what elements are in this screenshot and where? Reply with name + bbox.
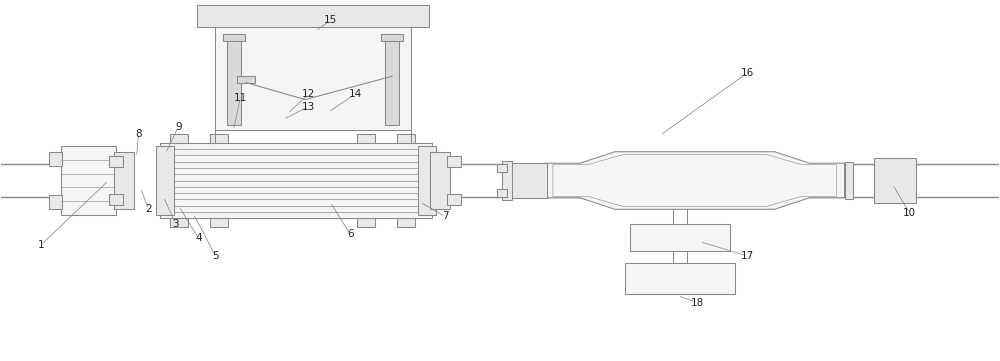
Bar <box>170 218 188 227</box>
Text: 18: 18 <box>691 298 704 308</box>
Bar <box>397 218 415 227</box>
Bar <box>114 152 134 209</box>
Text: 1: 1 <box>37 240 44 250</box>
Text: 13: 13 <box>302 102 315 112</box>
Bar <box>223 34 245 40</box>
Bar <box>497 164 507 172</box>
Bar <box>418 146 436 215</box>
Text: 3: 3 <box>172 219 179 229</box>
Text: 7: 7 <box>442 212 448 221</box>
Text: 2: 2 <box>145 204 152 214</box>
Bar <box>397 134 415 143</box>
Bar <box>430 152 450 209</box>
Text: 9: 9 <box>175 122 182 131</box>
Bar <box>170 134 188 143</box>
Bar <box>357 218 375 227</box>
Bar <box>385 39 399 125</box>
Bar <box>61 146 116 215</box>
Bar <box>625 263 735 294</box>
Bar <box>497 189 507 197</box>
Bar <box>109 156 123 167</box>
Text: 10: 10 <box>903 208 916 218</box>
Bar <box>381 34 403 40</box>
Bar <box>630 224 730 251</box>
Polygon shape <box>545 152 845 209</box>
Bar <box>357 134 375 143</box>
Bar <box>109 194 123 205</box>
Text: 11: 11 <box>234 93 247 103</box>
Bar <box>447 194 461 205</box>
Text: 15: 15 <box>324 16 337 26</box>
Bar <box>215 24 411 130</box>
Bar <box>197 5 429 27</box>
Bar <box>156 146 174 215</box>
Text: 16: 16 <box>741 68 754 78</box>
Bar <box>447 156 461 167</box>
Bar <box>237 76 255 83</box>
Text: 6: 6 <box>347 230 354 239</box>
Text: 17: 17 <box>741 251 754 261</box>
Bar <box>874 158 916 203</box>
Bar <box>507 163 547 198</box>
Bar <box>845 162 853 199</box>
Bar <box>502 161 512 200</box>
Bar <box>210 218 228 227</box>
Text: 4: 4 <box>195 233 202 243</box>
Bar <box>210 134 228 143</box>
Text: 14: 14 <box>349 89 362 99</box>
Bar <box>49 195 62 209</box>
Text: 5: 5 <box>212 251 219 261</box>
Bar <box>227 39 241 125</box>
Bar <box>160 143 432 218</box>
Text: 8: 8 <box>135 129 142 139</box>
Text: 12: 12 <box>302 89 315 99</box>
Bar <box>49 152 62 166</box>
